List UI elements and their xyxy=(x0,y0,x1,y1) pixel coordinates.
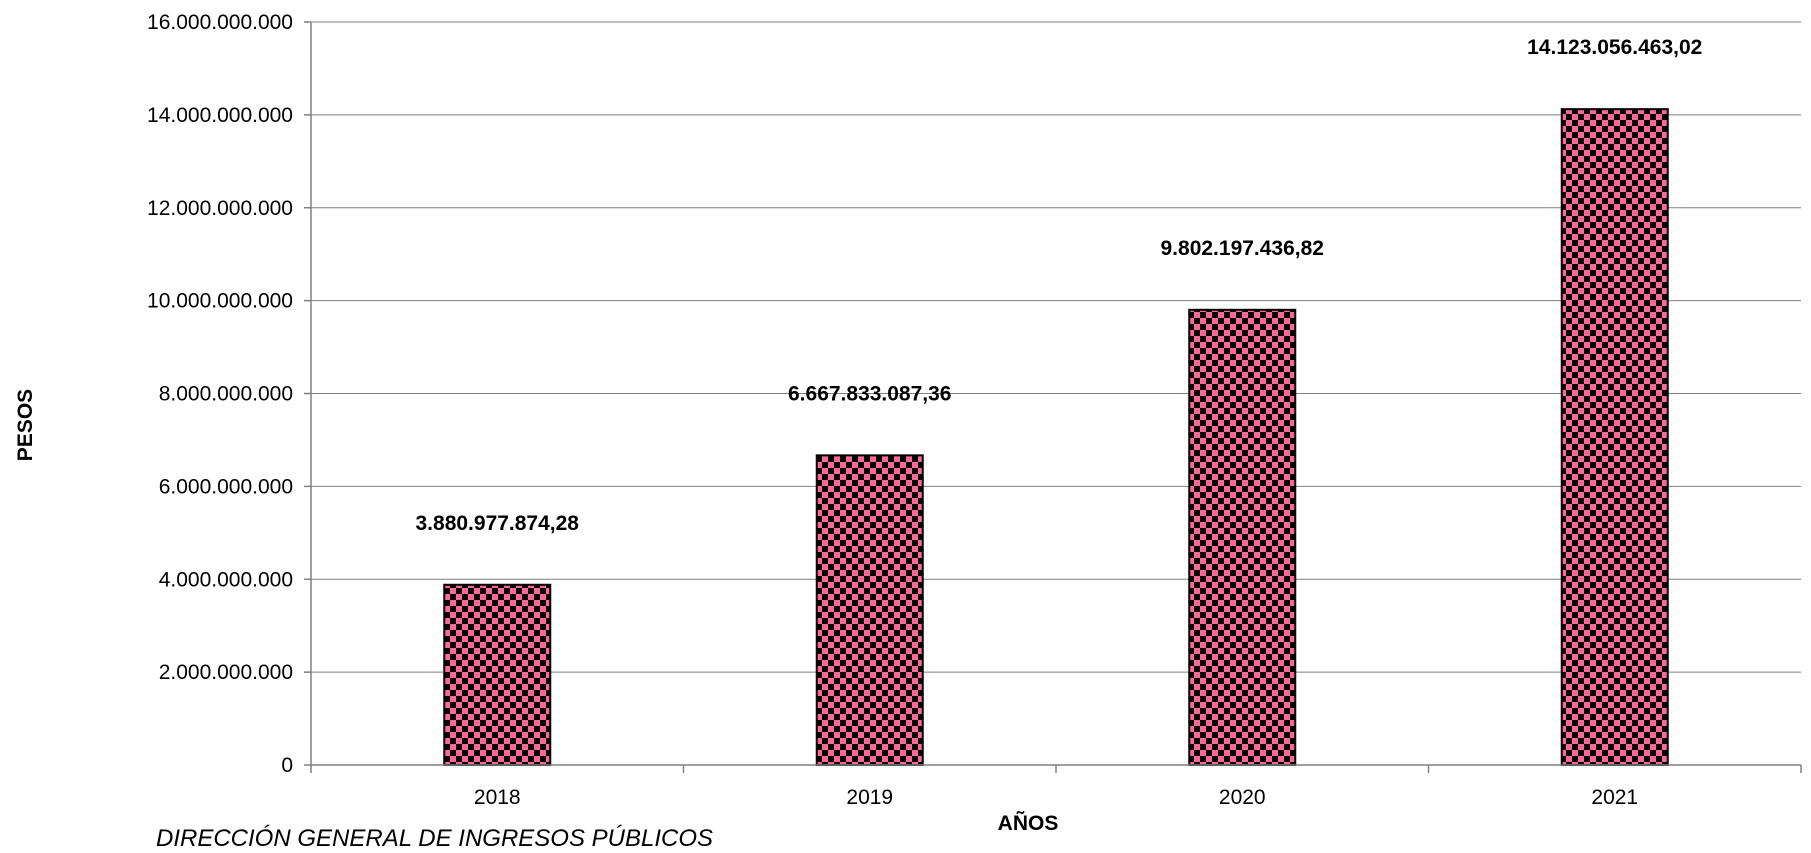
x-axis-title: AÑOS xyxy=(998,812,1059,835)
x-tick-label-2019: 2019 xyxy=(846,786,893,809)
y-tick-label: 10.000.000.000 xyxy=(147,290,293,313)
y-tick-label: 16.000.000.000 xyxy=(147,11,293,34)
y-axis-title: PESOS xyxy=(14,389,37,461)
y-tick-label: 12.000.000.000 xyxy=(147,197,293,220)
y-tick-label: 0 xyxy=(281,754,293,777)
bar-2020 xyxy=(1188,308,1297,766)
bar-2021 xyxy=(1560,108,1669,766)
x-tick-label-2020: 2020 xyxy=(1219,786,1266,809)
bar-2018 xyxy=(443,583,552,767)
data-label-2021: 14.123.056.463,02 xyxy=(1527,36,1702,59)
y-tick-label: 8.000.000.000 xyxy=(159,383,293,406)
bar-2019 xyxy=(815,454,924,766)
data-label-2020: 9.802.197.436,82 xyxy=(1161,237,1325,260)
source-note: DIRECCIÓN GENERAL DE INGRESOS PÚBLICOS xyxy=(156,825,713,852)
y-tick-label: 2.000.000.000 xyxy=(159,661,293,684)
x-tick-label-2018: 2018 xyxy=(474,786,521,809)
x-tick-label-2021: 2021 xyxy=(1591,786,1638,809)
x-axis-ticks: 2018 2019 2020 2021 xyxy=(310,765,1802,809)
data-labels: 3.880.977.874,28 6.667.833.087,36 9.802.19… xyxy=(416,36,1703,535)
data-label-2018: 3.880.977.874,28 xyxy=(416,512,580,535)
bars xyxy=(443,108,1669,767)
y-tick-label: 14.000.000.000 xyxy=(147,104,293,127)
y-tick-label: 6.000.000.000 xyxy=(159,475,293,498)
gridlines xyxy=(311,21,1801,673)
y-tick-label: 4.000.000.000 xyxy=(159,568,293,591)
data-label-2019: 6.667.833.087,36 xyxy=(788,382,952,405)
y-axis-ticks: 0 2.000.000.000 4.000.000.000 6.000.000.000… xyxy=(147,11,311,777)
